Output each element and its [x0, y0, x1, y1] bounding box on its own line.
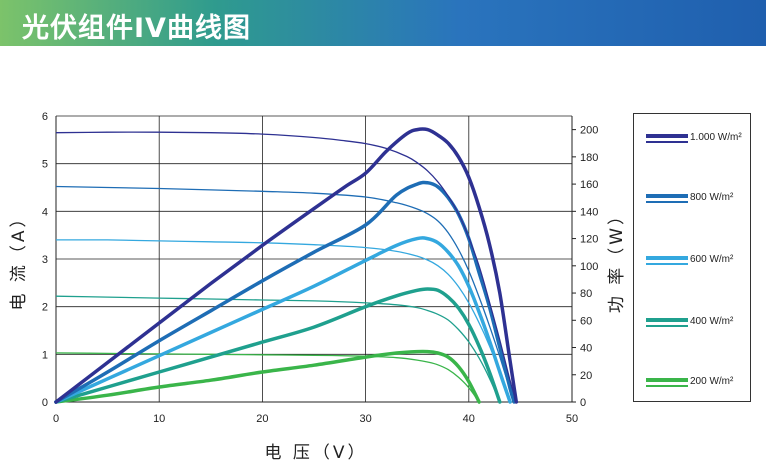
legend-item-1000: 1.000 W/m² [644, 128, 752, 152]
legend-swatch-thick [646, 194, 688, 198]
power-curve [54, 236, 512, 404]
y-left-axis-title: 电 流（A） [9, 207, 29, 310]
y-right-tick-label: 160 [580, 179, 598, 191]
y-right-tick-label: 180 [580, 152, 598, 164]
legend-item-200: 200 W/m² [644, 372, 752, 396]
y-left-tick-label: 2 [42, 302, 48, 314]
x-tick-label: 50 [566, 413, 578, 425]
power-curve [54, 349, 481, 404]
legend-item-600: 600 W/m² [644, 250, 752, 274]
y-left-tick-label: 0 [42, 397, 48, 409]
legend-item-800: 800 W/m² [644, 188, 752, 212]
legend-swatch-thin [646, 263, 688, 265]
power-curve [54, 180, 516, 404]
y-right-tick-label: 200 [580, 125, 598, 137]
chart-legend: 1.000 W/m² 800 W/m² 600 W/m² 400 W/m² 20… [633, 113, 751, 402]
y-right-tick-label: 40 [580, 343, 592, 355]
y-right-tick-label: 100 [580, 261, 598, 273]
y-right-tick-label: 80 [580, 288, 592, 300]
legend-label: 600 W/m² [690, 254, 734, 265]
x-tick-label: 20 [256, 413, 268, 425]
legend-swatch-thin [646, 141, 688, 143]
x-tick-label: 40 [463, 413, 475, 425]
y-right-tick-label: 20 [580, 370, 592, 382]
y-left-tick-label: 1 [42, 349, 48, 361]
title-banner: 光伏组件IV曲线图 [0, 0, 766, 46]
y-right-axis-title: 功 率（W） [607, 205, 627, 313]
current-curve [55, 352, 480, 403]
x-tick-label: 10 [153, 413, 165, 425]
x-tick-label: 30 [359, 413, 371, 425]
legend-swatch-thick [646, 318, 688, 322]
y-right-tick-label: 0 [580, 397, 586, 409]
legend-label: 1.000 W/m² [690, 132, 742, 143]
legend-label: 800 W/m² [690, 192, 734, 203]
x-tick-label: 0 [53, 413, 59, 425]
y-right-tick-label: 140 [580, 206, 598, 218]
current-curve [55, 239, 511, 403]
y-left-tick-label: 5 [42, 159, 48, 171]
power-curve [54, 127, 519, 404]
legend-swatch-thin [646, 385, 688, 387]
legend-swatch-thick [646, 378, 688, 382]
current-curve [55, 185, 515, 403]
page-title: 光伏组件IV曲线图 [22, 13, 251, 44]
current-curve [55, 295, 501, 403]
legend-swatch-thin [646, 325, 688, 327]
y-left-tick-label: 6 [42, 111, 48, 123]
y-right-tick-label: 60 [580, 315, 592, 327]
legend-label: 200 W/m² [690, 376, 734, 387]
legend-swatch-thick [646, 134, 688, 138]
y-right-tick-label: 120 [580, 234, 598, 246]
x-axis-title: 电 压（V） [264, 443, 367, 463]
current-curve [55, 131, 517, 403]
legend-item-400: 400 W/m² [644, 312, 752, 336]
y-left-tick-label: 3 [42, 254, 48, 266]
y-left-tick-label: 4 [42, 206, 48, 218]
legend-swatch-thick [646, 256, 688, 260]
legend-label: 400 W/m² [690, 316, 734, 327]
power-curve [54, 287, 502, 404]
legend-swatch-thin [646, 201, 688, 203]
